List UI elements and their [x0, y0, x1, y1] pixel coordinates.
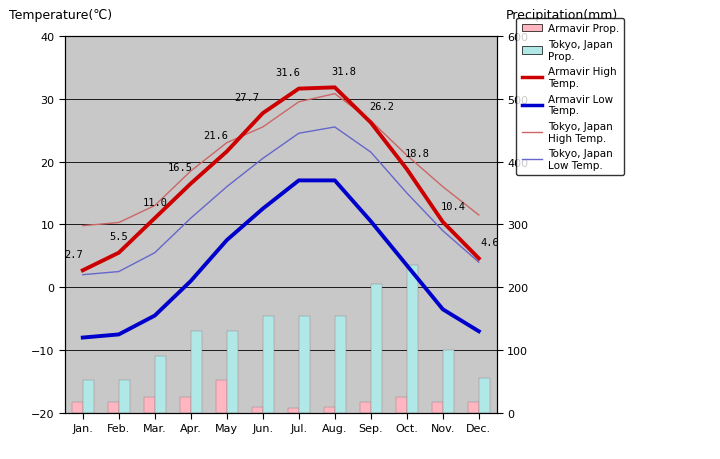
Text: 2.7: 2.7: [64, 249, 84, 259]
Bar: [252, 407, 263, 413]
Text: 31.8: 31.8: [331, 67, 356, 77]
Bar: [288, 408, 299, 413]
Bar: [324, 407, 335, 413]
Bar: [108, 402, 119, 413]
Bar: [263, 316, 274, 413]
Bar: [432, 402, 443, 413]
Bar: [83, 381, 94, 413]
Bar: [360, 402, 371, 413]
Text: 11.0: 11.0: [143, 197, 167, 207]
Text: 16.5: 16.5: [168, 163, 192, 173]
Text: 21.6: 21.6: [204, 131, 228, 141]
Bar: [216, 381, 227, 413]
Text: 26.2: 26.2: [369, 102, 394, 112]
Bar: [191, 331, 202, 413]
Bar: [335, 316, 346, 413]
Bar: [227, 331, 238, 413]
Bar: [155, 357, 166, 413]
Legend: Armavir Prop., Tokyo, Japan
Prop., Armavir High
Temp., Armavir Low
Temp., Tokyo,: Armavir Prop., Tokyo, Japan Prop., Armav…: [516, 19, 624, 176]
Text: 18.8: 18.8: [405, 148, 430, 158]
Text: 31.6: 31.6: [276, 68, 300, 78]
Bar: [72, 402, 83, 413]
Text: 4.6: 4.6: [480, 237, 499, 247]
Bar: [443, 350, 454, 413]
Bar: [396, 397, 407, 413]
Text: Temperature(℃): Temperature(℃): [9, 9, 112, 22]
Bar: [299, 316, 310, 413]
Bar: [144, 397, 155, 413]
Bar: [119, 381, 130, 413]
Bar: [468, 402, 479, 413]
Bar: [407, 266, 418, 413]
Bar: [180, 397, 191, 413]
Text: 27.7: 27.7: [234, 93, 259, 102]
Bar: [479, 379, 490, 413]
Text: 5.5: 5.5: [109, 232, 128, 242]
Text: Precipitation(mm): Precipitation(mm): [505, 9, 618, 22]
Text: 10.4: 10.4: [441, 201, 466, 211]
Bar: [371, 285, 382, 413]
